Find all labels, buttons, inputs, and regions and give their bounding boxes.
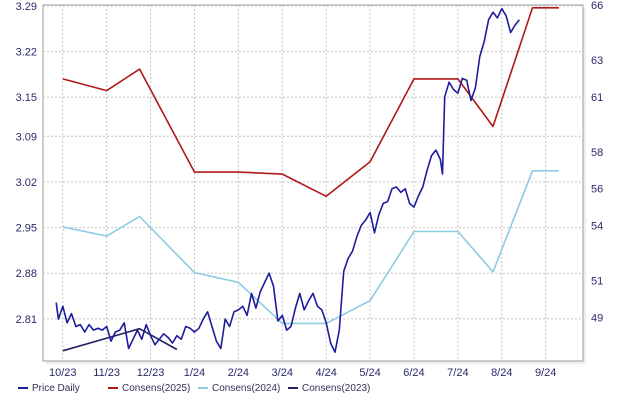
- right-tick-label: 54: [591, 220, 603, 232]
- left-tick-label: 3.09: [16, 131, 37, 143]
- series-line-price-daily: [55, 7, 520, 354]
- legend-label: Consens(2025): [122, 383, 190, 394]
- left-tick-label: 3.22: [16, 46, 37, 58]
- left-tick-label: 2.95: [16, 223, 37, 235]
- series-line-consens-2023: [62, 327, 178, 352]
- grid: [43, 5, 583, 361]
- left-axis: 2.81 2.88 2.95 3.02 3.09 3.15 3.22 3.29: [16, 1, 37, 326]
- x-tick-label: 2/24: [228, 367, 249, 379]
- left-tick-label: 3.02: [16, 177, 37, 189]
- x-axis: 10/23 11/23 12/23 1/24 2/24 3/24 4/24 5/24 6/24 7…: [49, 367, 556, 379]
- right-axis: 49 51 54 56 58 61 63 66: [591, 0, 603, 324]
- plot-area: [42, 4, 584, 362]
- x-tick-label: 5/24: [359, 367, 380, 379]
- right-tick-label: 63: [591, 55, 603, 67]
- legend-label: Consens(2023): [302, 383, 370, 394]
- x-tick-label: 8/24: [491, 367, 512, 379]
- x-tick-label: 10/23: [49, 367, 77, 379]
- legend-label: Price Daily: [32, 383, 80, 394]
- right-tick-label: 56: [591, 184, 603, 196]
- x-tick-label: 9/24: [535, 367, 556, 379]
- x-tick-label: 6/24: [403, 367, 424, 379]
- left-tick-label: 3.15: [16, 92, 37, 104]
- x-tick-label: 3/24: [272, 367, 293, 379]
- series-layer: [55, 7, 559, 354]
- x-tick-label: 11/23: [93, 367, 120, 379]
- right-tick-label: 66: [591, 0, 603, 12]
- series-line-consens-2025: [62, 7, 559, 198]
- left-tick-label: 2.81: [16, 314, 37, 326]
- right-tick-label: 58: [591, 147, 603, 159]
- right-tick-label: 49: [591, 312, 603, 324]
- left-tick-label: 2.88: [16, 268, 37, 280]
- right-tick-label: 61: [591, 92, 603, 104]
- left-tick-label: 3.29: [16, 1, 37, 13]
- x-tick-label: 7/24: [447, 367, 468, 379]
- x-tick-label: 12/23: [137, 367, 165, 379]
- right-tick-label: 51: [591, 276, 603, 288]
- legend-label: Consens(2024): [212, 383, 280, 394]
- legend: Price Daily Consens(2025) Consens(2024) Con…: [18, 383, 370, 394]
- x-tick-label: 1/24: [184, 367, 205, 379]
- x-tick-label: 4/24: [315, 367, 336, 379]
